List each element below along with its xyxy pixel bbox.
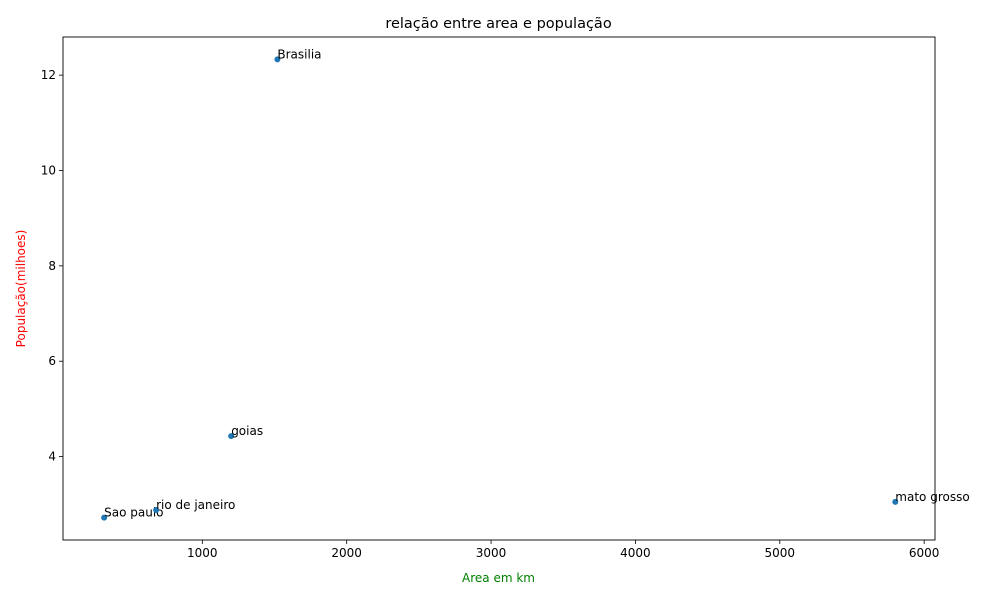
x-axis-title: Area em km [462,571,535,585]
chart-title: relação entre area e população [385,16,612,32]
x-tick-label: 2000 [331,546,362,560]
point-label: goias [231,424,263,438]
y-tick-label: 8 [48,259,56,273]
data-point [101,514,108,521]
x-tick-label: 1000 [187,546,218,560]
x-tick-label: 6000 [909,546,940,560]
y-tick-label: 10 [41,163,56,177]
point-label: Sao paulo [104,506,163,520]
y-tick-label: 12 [41,68,56,82]
y-axis-title: População(milhoes) [14,230,28,348]
data-point [274,56,281,63]
x-tick-label: 4000 [620,546,651,560]
plot-frame [62,36,936,541]
plot-area [62,36,936,541]
y-axis: 4 6 8 10 12 [41,68,63,464]
x-axis: 1000 2000 3000 4000 5000 6000 [187,540,939,560]
y-tick-label: 4 [48,450,56,464]
x-tick-label: 3000 [476,546,507,560]
data-point [153,506,160,513]
y-tick-label: 6 [48,354,56,368]
point-label: Brasilia [277,47,321,61]
data-point [892,498,899,505]
data-point [228,433,235,440]
point-label: mato grosso [895,490,969,504]
x-tick-label: 5000 [765,546,796,560]
point-label: rio de janeiro [156,498,235,512]
